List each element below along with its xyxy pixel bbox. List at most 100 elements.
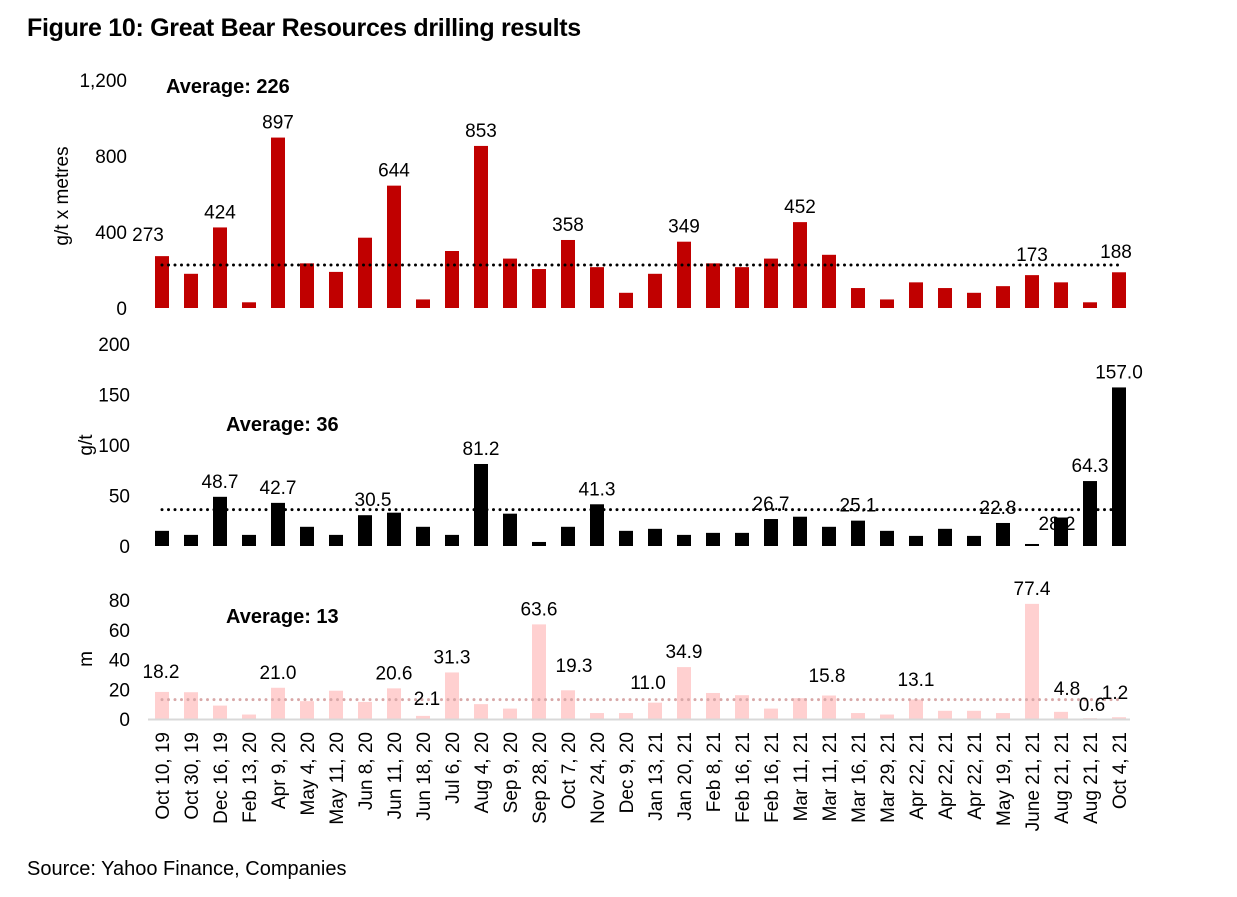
bar [851,288,865,308]
bar [213,496,227,546]
bar [503,513,517,546]
data-label: 28.2 [1039,514,1076,535]
bar [416,299,430,308]
x-tick-label: Feb 16, 21 [733,732,754,823]
bar [1025,275,1039,308]
bar [735,695,749,719]
x-tick-label: May 11, 20 [327,732,348,825]
bar [242,714,256,719]
bar [271,137,285,308]
x-tick-label: Dec 16, 19 [211,732,232,824]
y-tick-label: 0 [116,299,127,320]
x-tick-label: Apr 22, 21 [907,732,928,820]
data-label: 424 [204,202,236,223]
bar [445,672,459,719]
data-label: 48.7 [202,472,239,493]
bar [677,667,691,719]
data-label: 188 [1100,242,1132,263]
panel-grade: g/t 0 50 100 150 200 Average: 36 48.7 42.7 30.5 81… [76,335,1143,558]
bar [619,292,633,308]
bar [532,541,546,546]
bar [1054,517,1068,546]
data-label: 0.6 [1079,695,1105,716]
data-label: 20.6 [376,663,413,684]
bar [1083,302,1097,308]
y-tick-label: 800 [95,147,127,168]
x-tick-label: Jun 18, 20 [414,732,435,821]
bar [1112,717,1126,719]
bar [329,690,343,719]
x-tick-label: Oct 30, 19 [182,732,203,820]
data-label: 358 [552,215,584,236]
data-label: 2.1 [414,689,440,710]
y-tick-label: 50 [109,487,130,508]
x-tick-label: Jan 13, 21 [646,732,667,821]
bar [880,299,894,308]
bar [155,530,169,546]
x-tick-label: Mar 29, 21 [878,732,899,823]
x-tick-label: Apr 9, 20 [269,732,290,809]
x-tick-label: Feb 16, 21 [762,732,783,823]
x-tick-label: Jun 11, 20 [385,732,406,819]
data-label: 64.3 [1072,456,1109,477]
bar [155,691,169,719]
average-label: Average: 226 [166,76,290,98]
bar [474,145,488,308]
bar [590,713,604,719]
bar [677,534,691,546]
y-axis-label: g/t [76,434,97,456]
bar [619,530,633,546]
figure-source: Source: Yahoo Finance, Companies [27,858,347,880]
bar [503,708,517,719]
bar [880,530,894,546]
y-tick-label: 80 [109,591,130,612]
bar [619,713,633,719]
x-tick-label: Jan 20, 21 [675,732,696,821]
bar [271,502,285,546]
bar [445,251,459,308]
x-tick-label: Sep 28, 20 [530,732,551,824]
y-tick-label: 40 [109,651,130,672]
bar [648,702,662,719]
bar [416,715,430,719]
y-tick-label: 0 [119,710,130,731]
x-axis: Oct 10, 19 Oct 30, 19 Dec 16, 19 Feb 13, 20… [153,732,1131,831]
bar [764,708,778,719]
bar [909,699,923,719]
bar [735,267,749,308]
bar [764,519,778,546]
bar [851,713,865,719]
bar [474,463,488,546]
bar [996,713,1010,719]
bar [213,705,227,719]
bar [242,534,256,546]
data-label: 41.3 [579,479,616,500]
bar [561,526,575,546]
panel-width: m 0 20 40 60 80 Average: 13 18.2 21.0 20.62.1 31.3… [76,579,1130,731]
x-tick-label: Mar 11, 21 [791,732,812,821]
data-label: 13.1 [898,670,935,691]
data-label: 853 [465,121,497,142]
bar [706,263,720,308]
x-tick-label: Sep 9, 20 [501,732,522,813]
data-label: 21.0 [260,663,297,684]
bar [735,532,749,546]
data-label: 273 [132,225,164,246]
bar [648,273,662,308]
bar [851,520,865,546]
bar [822,526,836,546]
bar [880,714,894,719]
bar [967,710,981,719]
data-label: 1.2 [1102,683,1128,704]
bar [822,695,836,719]
data-label: 81.2 [463,439,500,460]
bar [677,241,691,308]
data-label: 25.1 [840,496,877,517]
data-label: 42.7 [260,478,297,499]
bar [996,522,1010,546]
bar [155,256,169,308]
bar [184,534,198,546]
x-tick-label: Oct 7, 20 [559,732,580,809]
bar [358,701,372,719]
